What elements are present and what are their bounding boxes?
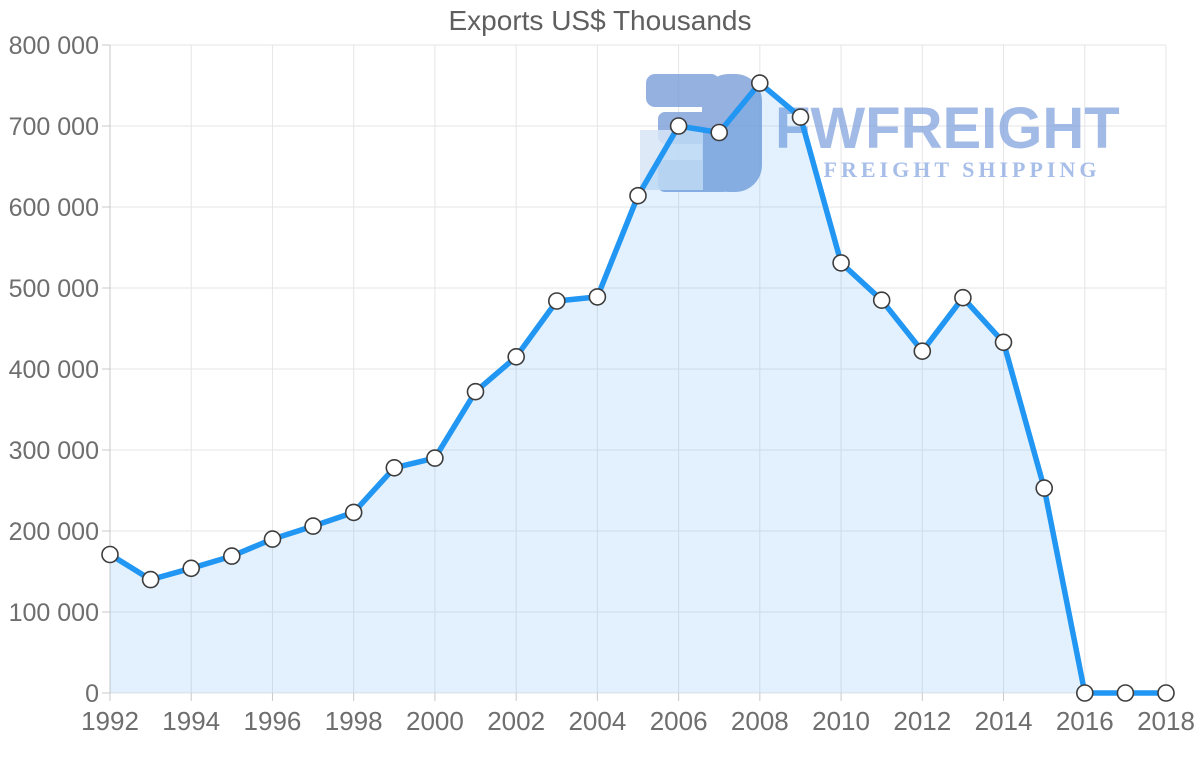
x-tick-label: 1996 [244, 706, 302, 736]
data-point-2008 [750, 74, 769, 92]
y-tick-label: 300 000 [9, 437, 99, 465]
data-point-2001 [466, 382, 485, 401]
y-tick-label: 600 000 [9, 194, 99, 222]
data-point-2003 [547, 292, 566, 310]
data-point-2015 [1035, 479, 1053, 497]
data-point-2004 [588, 288, 607, 306]
data-point-2000 [426, 449, 444, 467]
y-tick-label: 800 000 [9, 32, 99, 60]
gridlines [102, 44, 1167, 701]
data-point-1996 [263, 530, 282, 548]
data-series [101, 74, 1175, 702]
series-area-fill [110, 83, 1166, 694]
data-point-1994 [182, 559, 200, 578]
fwfreight-logo-icon [640, 74, 762, 192]
x-tick-label: 2016 [1056, 706, 1114, 736]
chart-title: Exports US$ Thousands [449, 5, 752, 36]
data-point-2012 [913, 342, 932, 361]
y-tick-label: 0 [85, 680, 99, 708]
x-tick-label: 2012 [893, 706, 951, 736]
data-point-2005 [629, 186, 647, 205]
data-point-1995 [223, 547, 241, 565]
y-tick-label: 100 000 [9, 599, 99, 627]
x-tick-label: 2006 [650, 706, 708, 736]
watermark-brand-text: FWFREIGHT [775, 96, 1120, 161]
data-point-2009 [791, 108, 810, 126]
data-point-2016 [1076, 684, 1094, 702]
data-point-2011 [872, 291, 891, 310]
x-tick-label: 1994 [162, 706, 220, 736]
data-point-2017 [1116, 684, 1135, 702]
x-tick-label: 2014 [975, 706, 1033, 736]
y-tick-label: 700 000 [9, 113, 99, 141]
y-tick-label: 400 000 [9, 356, 99, 384]
data-point-2018 [1157, 684, 1175, 702]
y-tick-label: 500 000 [9, 275, 99, 303]
x-tick-label: 2002 [487, 706, 545, 736]
data-point-2010 [832, 254, 850, 272]
data-point-2014 [994, 333, 1013, 352]
watermark-tagline-text: FREIGHT SHIPPING [824, 157, 1101, 182]
data-point-1998 [344, 503, 363, 522]
data-point-2013 [954, 288, 972, 307]
x-tick-label: 2000 [406, 706, 464, 736]
x-tick-label: 2008 [731, 706, 789, 736]
data-point-1999 [385, 458, 404, 477]
x-tick-label: 2010 [812, 706, 870, 736]
x-tick-label: 1998 [325, 706, 383, 736]
watermark: FWFREIGHT FREIGHT SHIPPING [640, 74, 1120, 192]
data-point-1992 [101, 545, 119, 564]
data-point-2002 [507, 347, 526, 366]
y-tick-label: 200 000 [9, 518, 99, 546]
x-tick-label: 2004 [568, 706, 626, 736]
data-point-2006 [669, 117, 688, 135]
data-point-2007 [710, 123, 729, 142]
axis-labels: 0 100 000 200 000 300 000 400 000 500 000 600 … [9, 32, 1195, 736]
x-tick-label: 1992 [81, 706, 139, 736]
x-tick-label: 2018 [1137, 706, 1195, 736]
data-point-1997 [304, 517, 322, 535]
data-point-1993 [141, 570, 160, 589]
